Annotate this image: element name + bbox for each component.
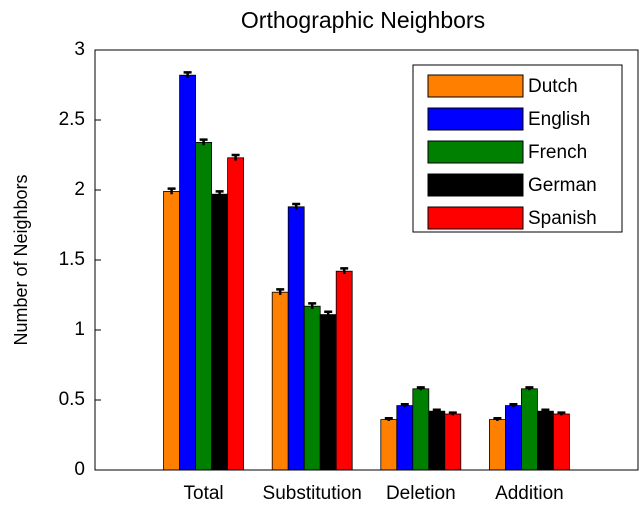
legend-label: Spanish [528, 208, 597, 229]
bar [380, 419, 398, 471]
error-bar [231, 153, 240, 161]
error-bar [276, 288, 285, 295]
legend-label: German [528, 175, 597, 196]
y-tick-label: 3 [74, 39, 85, 60]
error-bar [509, 402, 518, 407]
bar [271, 291, 289, 471]
error-bar [292, 202, 301, 210]
bar [553, 413, 570, 471]
error-bar [557, 411, 566, 416]
error-bar [167, 187, 176, 195]
error-bar [525, 386, 534, 391]
bar [163, 190, 181, 471]
chart-title: Orthographic Neighbors [241, 7, 485, 33]
error-bar [215, 190, 224, 197]
legend-swatch [427, 107, 524, 131]
y-tick-label: 0 [74, 459, 85, 480]
error-bar [308, 302, 317, 309]
error-bar [448, 411, 457, 416]
error-bar [340, 267, 349, 274]
legend-swatch [427, 74, 524, 98]
x-tick-label: Addition [495, 483, 564, 504]
error-bar [416, 386, 425, 391]
y-tick-label: 2 [74, 179, 85, 200]
y-tick-label: 0.5 [59, 389, 85, 410]
error-bar [199, 138, 208, 146]
bar [444, 413, 462, 471]
error-bar [541, 408, 550, 413]
bar [428, 410, 446, 471]
error-bar [493, 416, 502, 421]
error-bar [432, 408, 441, 413]
y-axis-label: Number of Neighbors [11, 174, 31, 345]
axes-box [94, 49, 639, 471]
error-bar [183, 71, 192, 78]
bar [179, 74, 197, 471]
legend-swatch [427, 206, 524, 230]
y-tick-label: 1 [74, 319, 85, 340]
error-bar [324, 310, 333, 318]
bar [287, 206, 305, 471]
bar [488, 419, 506, 471]
bar [521, 388, 538, 471]
bar [412, 388, 430, 471]
bar [319, 314, 337, 471]
y-tick-label: 1.5 [59, 249, 85, 270]
y-tick-label: 2.5 [59, 109, 85, 130]
bar [396, 405, 414, 471]
bar [537, 410, 554, 471]
x-tick-label: Substitution [263, 483, 362, 504]
error-bar [384, 416, 393, 421]
bar [211, 193, 229, 471]
x-tick-label: Total [184, 483, 224, 504]
bar [303, 305, 321, 471]
bar [335, 270, 353, 471]
x-tick-label: Deletion [386, 483, 456, 504]
bar [195, 141, 213, 471]
legend-label: Dutch [528, 76, 578, 97]
legend-swatch [427, 173, 524, 197]
legend-label: English [528, 109, 590, 130]
bar [504, 405, 522, 471]
legend-swatch [427, 140, 524, 164]
legend-label: French [528, 142, 587, 163]
bar [227, 157, 245, 471]
error-bar [400, 402, 409, 407]
